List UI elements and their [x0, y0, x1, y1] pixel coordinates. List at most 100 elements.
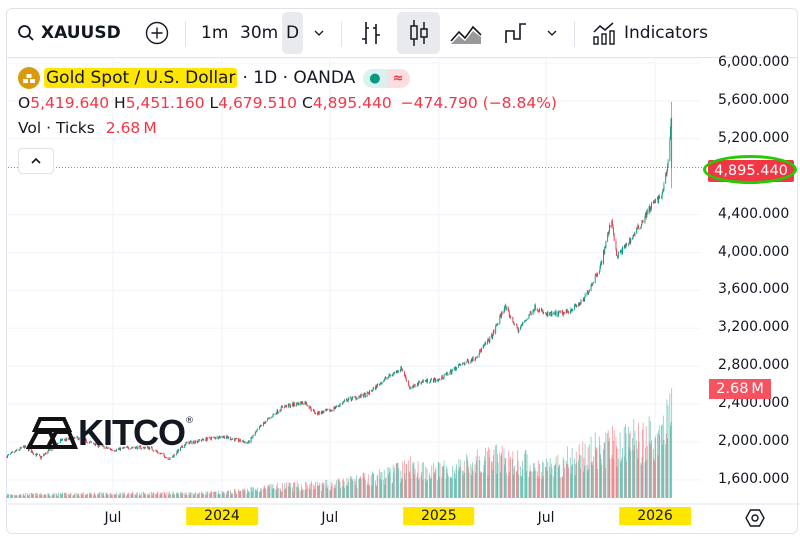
price-tick-label: 1,600.000	[718, 470, 790, 487]
volume-bar	[446, 468, 448, 498]
collapse-legend-button[interactable]	[18, 148, 54, 174]
candle-body	[511, 317, 513, 319]
volume-bar	[514, 465, 516, 498]
candle-body	[607, 233, 609, 242]
volume-bar	[234, 488, 236, 498]
volume-bar	[126, 495, 128, 498]
candle-body	[90, 441, 92, 443]
volume-bar	[243, 491, 245, 498]
candle-body	[619, 252, 621, 253]
candle-body	[206, 439, 208, 441]
volume-bar	[391, 483, 393, 498]
volume-bar	[176, 492, 178, 498]
volume-bar	[418, 479, 420, 498]
compare-symbol-button[interactable]	[145, 9, 169, 57]
candle-body	[321, 411, 322, 415]
candle-body	[263, 422, 264, 426]
volume-bar	[110, 493, 112, 498]
candle-body	[580, 300, 582, 305]
volume-bar	[582, 441, 584, 498]
candle-body	[637, 225, 639, 228]
interval-dropdown[interactable]	[313, 9, 325, 57]
candle-body	[629, 238, 631, 243]
volume-bar	[509, 458, 511, 498]
candle-body	[122, 447, 123, 449]
volume-bar	[468, 472, 470, 498]
symbol-search-button[interactable]: XAUUSD	[17, 9, 121, 57]
candle-body	[40, 456, 42, 459]
volume-bar	[27, 495, 29, 498]
symbol-description[interactable]: Gold Spot / U.S. Dollar	[44, 68, 238, 88]
volume-bar	[481, 471, 482, 498]
candle-body	[304, 401, 306, 405]
candle-body	[99, 444, 101, 446]
chart-type-dropdown[interactable]	[546, 9, 558, 57]
volume-bar	[576, 462, 578, 498]
interval-1m-button[interactable]: 1m	[201, 23, 229, 43]
volume-bar	[78, 493, 80, 498]
indicators-button[interactable]: Indicators	[592, 9, 708, 57]
interval-d-button[interactable]: D	[282, 12, 304, 54]
volume-bar	[111, 495, 113, 498]
volume-bar	[40, 492, 42, 498]
candle-body	[234, 438, 236, 441]
volume-bar	[376, 475, 378, 498]
volume-bar	[51, 495, 53, 498]
volume-bar	[446, 466, 447, 498]
chart-settings-button[interactable]	[745, 508, 765, 532]
candle-body	[538, 311, 540, 313]
candle-body	[156, 451, 158, 453]
volume-bar	[429, 475, 431, 498]
area-style-button[interactable]	[450, 9, 482, 57]
candle-body	[669, 126, 671, 140]
volume-bar	[156, 491, 158, 498]
volume-bar	[23, 495, 25, 498]
candle-body	[263, 422, 265, 423]
volume-bar	[566, 446, 568, 498]
volume-bar	[427, 479, 429, 498]
candle-body	[663, 183, 665, 191]
candle-body	[152, 450, 154, 452]
bars-style-button[interactable]	[359, 9, 383, 57]
candle-body	[455, 369, 457, 371]
candle-body	[135, 446, 137, 449]
volume-bar	[504, 464, 506, 498]
candle-body	[28, 449, 30, 451]
volume-bar	[244, 488, 245, 498]
candle-body	[62, 439, 64, 440]
volume-bar	[532, 471, 534, 498]
candle-body	[297, 402, 299, 405]
candle-body	[325, 409, 327, 411]
candle-body	[608, 225, 610, 233]
volume-bar	[482, 472, 484, 498]
interval-30m-button[interactable]: 30m	[240, 23, 279, 43]
candle-body	[147, 446, 149, 449]
candle-body	[235, 438, 237, 439]
candle-body	[272, 414, 274, 417]
candle-body	[414, 384, 416, 387]
volume-bar	[578, 459, 580, 498]
volume-bar	[466, 453, 468, 498]
candle-body	[102, 445, 104, 447]
line-style-button[interactable]	[504, 9, 528, 57]
volume-bar	[451, 466, 453, 498]
candle-body	[231, 438, 232, 440]
volume-bar	[450, 477, 452, 498]
market-status-badge[interactable]: ● ≈	[363, 68, 410, 88]
candle-body	[276, 413, 277, 415]
volume-bar	[65, 493, 67, 498]
volume-bar	[383, 470, 385, 498]
candle-body	[138, 445, 140, 449]
candles-style-button[interactable]	[397, 12, 440, 54]
candle-body	[499, 315, 501, 324]
candle-body	[103, 445, 104, 447]
candle-body	[131, 447, 133, 449]
candle-body	[221, 436, 223, 438]
candle-body	[194, 440, 196, 444]
candle-body	[80, 437, 82, 439]
candle-body	[119, 447, 121, 451]
volume-bar	[257, 487, 258, 498]
volume-bar	[177, 492, 179, 498]
candle-body	[482, 345, 484, 349]
